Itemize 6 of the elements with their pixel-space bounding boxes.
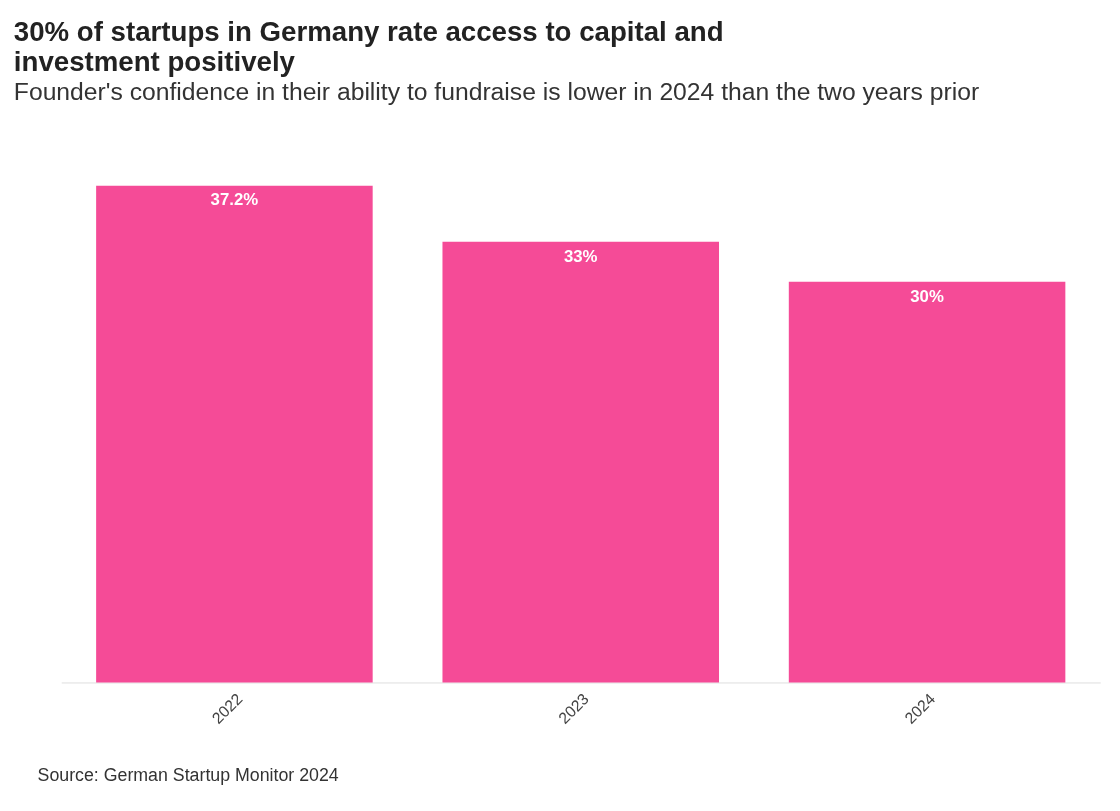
data-label: 33% [563,246,598,266]
data-label: 30% [910,286,944,306]
source-note: Source: German Startup Monitor 2024 [37,765,339,786]
chart-subtitle: Founder's confidence in their ability to fundraise is lower in 2024 than the two years prior [13,77,980,105]
data-label: 37.2% [210,190,259,210]
chart-title: 30% of startups in Germany rate access to capital and investment positively [13,16,724,78]
